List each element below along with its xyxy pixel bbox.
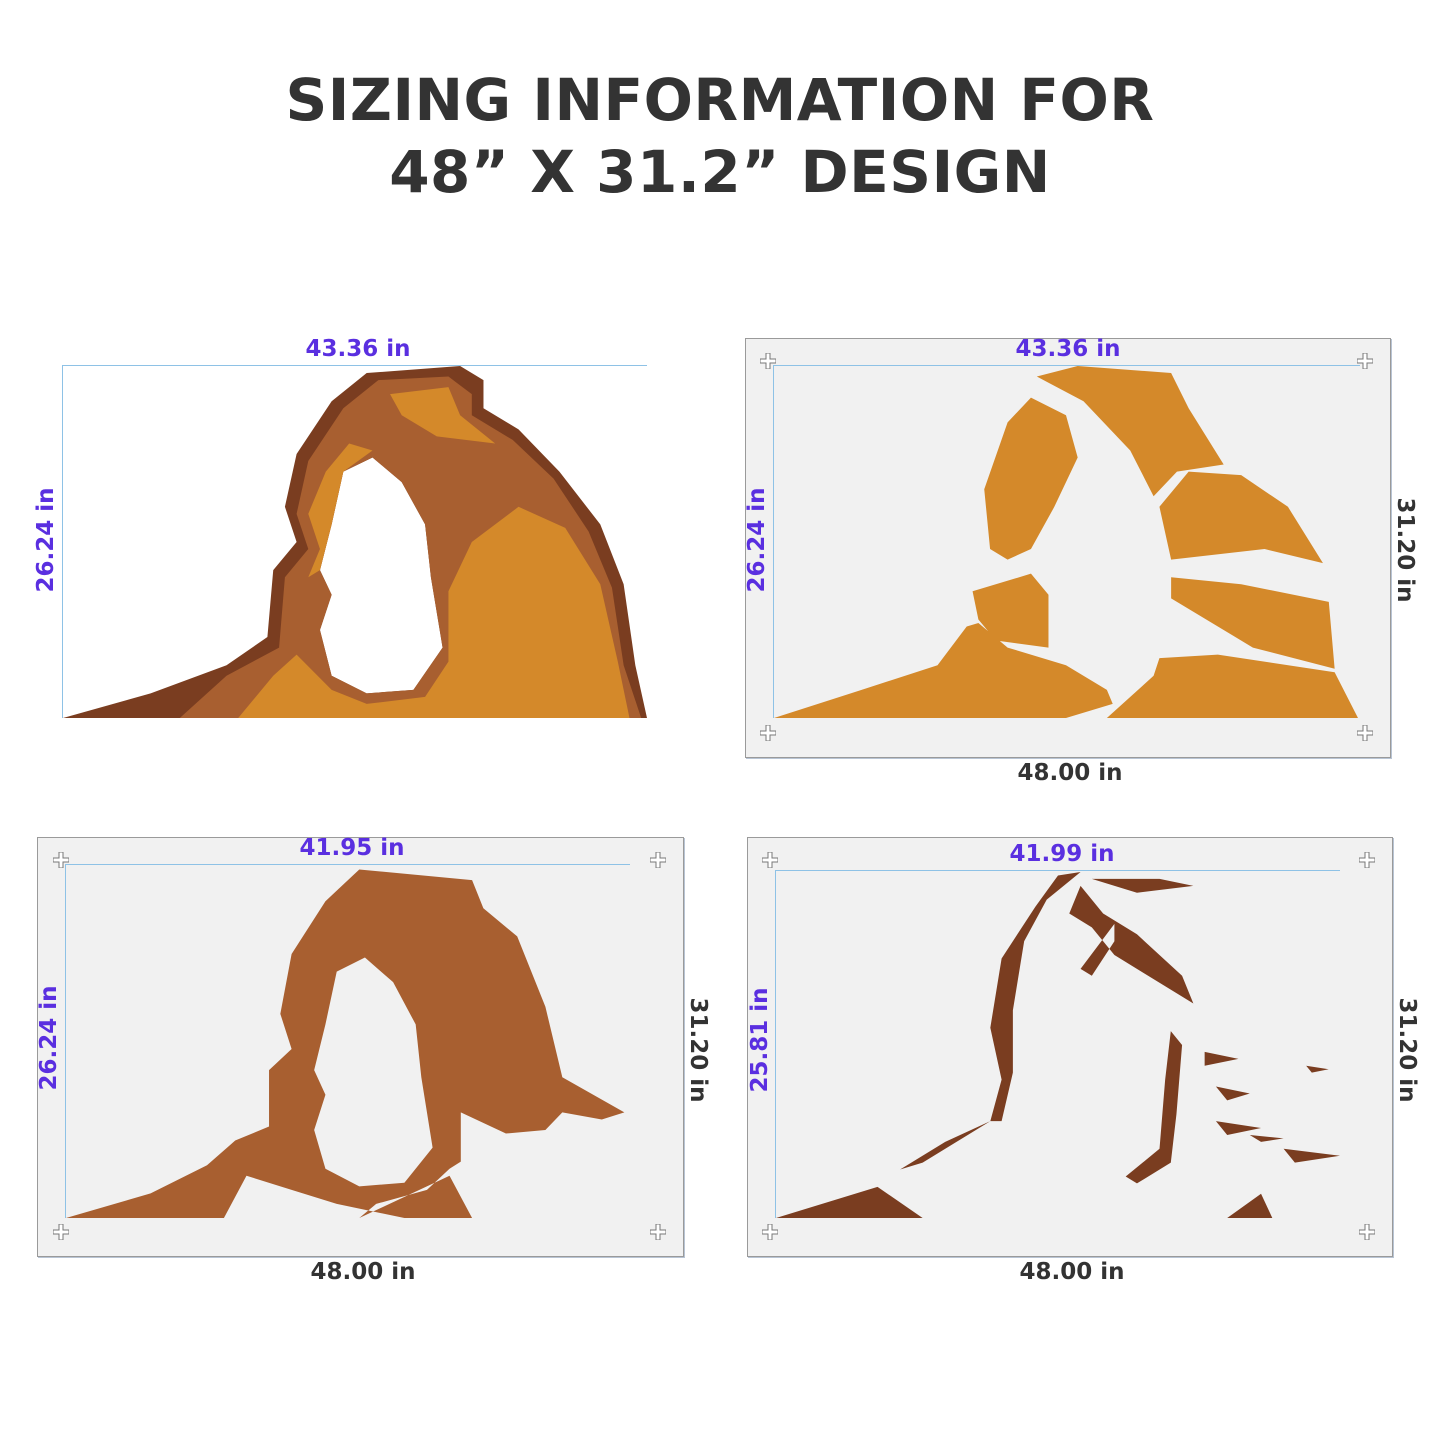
registration-cross-icon [650,1224,666,1240]
height-label: 26.24 in [33,487,59,593]
registration-cross-icon [760,353,776,369]
sheet-height-label: 31.20 in [1394,997,1420,1103]
registration-cross-icon [1359,852,1375,868]
layer-panel-dark-brown [747,837,1393,1257]
width-label: 43.36 in [1015,336,1121,362]
width-dimension-line [62,365,647,366]
height-label: 26.24 in [744,487,770,593]
registration-cross-icon [760,725,776,741]
arch-composite-art [63,366,647,718]
sheet-width-label: 48.00 in [310,1259,416,1285]
width-label: 41.95 in [299,835,405,861]
arch-dark-brown-layer-art [776,872,1340,1218]
registration-cross-icon [1359,1224,1375,1240]
height-dimension-line [62,365,63,718]
height-label: 25.81 in [747,987,773,1093]
sheet-width-label: 48.00 in [1017,760,1123,786]
width-label: 43.36 in [305,336,411,362]
arch-orange-layer-art [774,366,1358,718]
sheet-height-label: 31.20 in [1392,497,1418,603]
title-line-2: 48” X 31.2” DESIGN [389,138,1051,206]
width-dimension-line [775,870,1340,871]
registration-cross-icon [53,852,69,868]
width-dimension-line [773,365,1360,366]
height-dimension-line [65,864,66,1218]
height-dimension-line [773,365,774,718]
registration-cross-icon [762,852,778,868]
width-label: 41.99 in [1009,841,1115,867]
sheet-width-label: 48.00 in [1019,1259,1125,1285]
registration-cross-icon [53,1224,69,1240]
height-label: 26.24 in [36,985,62,1091]
sheet-height-label: 31.20 in [685,997,711,1103]
height-dimension-line [775,870,776,1218]
title-line-1: SIZING INFORMATION FOR [285,66,1155,134]
arch-brown-layer-art [66,869,625,1218]
registration-cross-icon [762,1224,778,1240]
registration-cross-icon [1357,725,1373,741]
registration-cross-icon [1357,353,1373,369]
width-dimension-line [65,864,630,865]
registration-cross-icon [650,852,666,868]
